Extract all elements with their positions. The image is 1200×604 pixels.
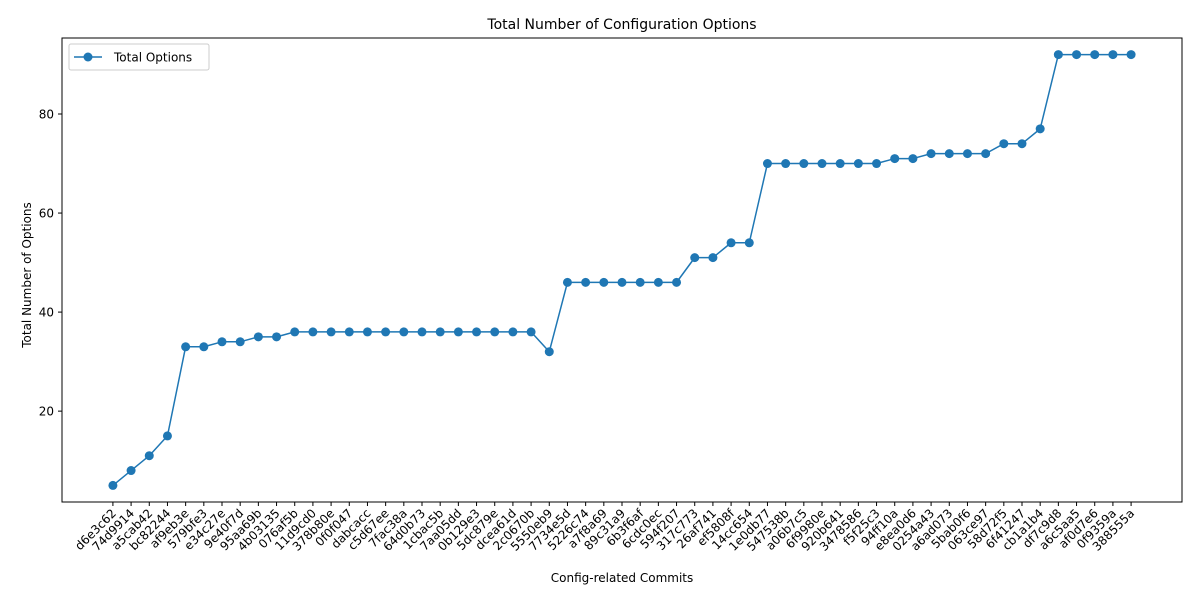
legend: Total Options (68, 43, 210, 71)
data-point (562, 277, 572, 287)
data-point (162, 431, 172, 441)
data-point (653, 277, 663, 287)
data-point (726, 238, 736, 248)
data-point (781, 159, 791, 169)
data-point (1035, 124, 1045, 134)
data-point (962, 149, 972, 159)
chart-title: Total Number of Configuration Options (486, 17, 756, 33)
data-point (853, 159, 863, 169)
data-point (617, 277, 627, 287)
data-point (417, 327, 427, 337)
data-point (217, 337, 227, 347)
data-point (817, 159, 827, 169)
data-point (235, 337, 245, 347)
data-point (181, 342, 191, 352)
data-point (126, 466, 136, 476)
data-point (308, 327, 318, 337)
data-point (362, 327, 372, 337)
data-point (835, 159, 845, 169)
data-point (199, 342, 209, 352)
data-point (599, 277, 609, 287)
data-point (744, 238, 754, 248)
x-axis-label: Config-related Commits (551, 571, 693, 585)
data-point (1017, 139, 1027, 149)
data-point (1090, 50, 1100, 60)
data-point (526, 327, 536, 337)
y-tick-label: 80 (39, 108, 54, 122)
data-point (890, 154, 900, 164)
data-point (144, 451, 154, 461)
data-point (490, 327, 500, 337)
data-point (544, 347, 554, 357)
data-point (399, 327, 409, 337)
data-point (635, 277, 645, 287)
data-point (253, 332, 263, 342)
data-point (381, 327, 391, 337)
legend-marker-swatch (83, 52, 93, 62)
legend-box (68, 43, 210, 71)
data-point (581, 277, 591, 287)
data-point (508, 327, 518, 337)
y-tick-label: 60 (39, 207, 54, 221)
data-point (690, 253, 700, 263)
y-tick-label: 20 (39, 405, 54, 419)
data-point (326, 327, 336, 337)
y-tick-label: 40 (39, 306, 54, 320)
data-point (999, 139, 1009, 149)
data-point (872, 159, 882, 169)
data-point (344, 327, 354, 337)
y-axis-label: Total Number of Options (20, 202, 34, 349)
data-point (1126, 50, 1136, 60)
data-point (908, 154, 918, 164)
data-point (435, 327, 445, 337)
data-point (453, 327, 463, 337)
data-point (290, 327, 300, 337)
data-point (108, 480, 118, 490)
data-point (672, 277, 682, 287)
data-point (1108, 50, 1118, 60)
data-point (926, 149, 936, 159)
data-point (472, 327, 482, 337)
plot-frame (61, 37, 1183, 503)
data-point (708, 253, 718, 263)
data-point (762, 159, 772, 169)
data-point (799, 159, 809, 169)
data-point (1053, 50, 1063, 60)
data-point (981, 149, 991, 159)
legend-label: Total Options (113, 51, 192, 65)
data-point (944, 149, 954, 159)
data-point (1072, 50, 1082, 60)
data-point (272, 332, 282, 342)
